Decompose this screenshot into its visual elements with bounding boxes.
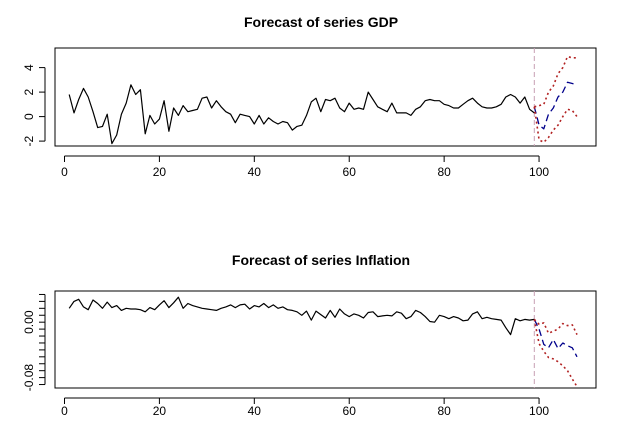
- history-series-line: [68, 296, 535, 336]
- gdp-forecast-panel: Forecast of series GDP 0 20 40 60 80 100 -2 0 2 4: [22, 14, 597, 179]
- x-tick-label: 100: [529, 404, 549, 418]
- forecast-series-line: [533, 319, 578, 358]
- y-tick-label: -0.08: [22, 364, 36, 392]
- confidence-interval-line: [533, 318, 578, 335]
- plot-frame: [54, 290, 597, 389]
- x-tick-label: 0: [61, 404, 68, 418]
- x-tick-label: 20: [153, 404, 167, 418]
- x-tick-label: 40: [248, 165, 262, 179]
- confidence-interval-line: [533, 106, 578, 144]
- x-tick-label: 80: [437, 165, 451, 179]
- x-tick-label: 60: [343, 404, 357, 418]
- x-tick-label: 40: [248, 404, 262, 418]
- chart-title: Forecast of series Inflation: [232, 252, 410, 268]
- x-tick-label: 60: [343, 165, 357, 179]
- x-tick-label: 100: [529, 165, 549, 179]
- y-tick-label: 0: [22, 113, 36, 120]
- confidence-interval-line: [534, 55, 577, 108]
- y-tick-label: 0.00: [22, 310, 36, 334]
- plot-frame: [54, 47, 597, 147]
- x-tick-label: 20: [153, 165, 167, 179]
- history-series-line: [68, 84, 535, 145]
- x-tick-label: 0: [61, 165, 68, 179]
- inflation-forecast-panel: Forecast of series Inflation 0 20 40 60 80 10…: [22, 252, 597, 418]
- y-tick-label: -2: [22, 135, 36, 146]
- chart-title: Forecast of series GDP: [244, 14, 398, 30]
- y-tick-label: 2: [22, 88, 36, 95]
- y-tick-label: 4: [22, 64, 36, 71]
- x-tick-label: 80: [437, 404, 451, 418]
- forecast-series-line: [533, 81, 578, 130]
